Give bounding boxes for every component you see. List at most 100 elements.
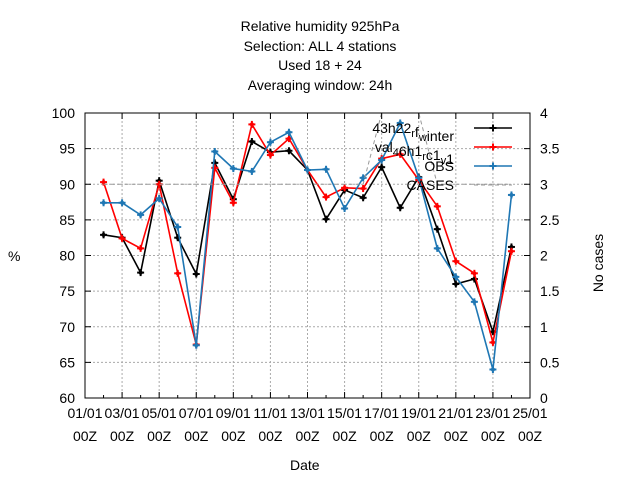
chart-title-line-2: Selection: ALL 4 stations — [243, 38, 397, 54]
marker-dot — [490, 367, 495, 372]
data-point-2 — [433, 244, 441, 252]
grid-lines — [85, 113, 530, 398]
data-point-2 — [118, 199, 126, 207]
data-point-2 — [285, 128, 293, 136]
legend-label-part: 1 — [446, 151, 454, 167]
marker-dot — [249, 139, 254, 144]
data-point-2 — [266, 138, 274, 146]
x-tick-label-date: 25/01 — [512, 405, 547, 421]
legend-entry-0: 43h22rfwinter — [372, 120, 512, 144]
marker-dot — [286, 130, 291, 135]
y-tick-label: 65 — [59, 354, 75, 370]
data-point-2 — [415, 174, 423, 182]
x-tick-label-hour: 00Z — [295, 428, 320, 444]
y-tick-label: 80 — [59, 248, 75, 264]
marker-dot — [286, 136, 291, 141]
data-point-0 — [322, 215, 330, 223]
legend-label-part: 6h1 — [399, 143, 423, 159]
x-tick-label-date: 03/01 — [105, 405, 140, 421]
axes: 60 65 70 75 80 85 90 95 100 0 0.5 1 1.5 2 2.5 3 3.5 4 01/0… — [52, 105, 560, 444]
y2-tick-label: 2 — [540, 248, 548, 264]
legend-label-sub: 4 — [393, 147, 399, 159]
data-point-2 — [489, 366, 497, 373]
marker-dot — [212, 149, 217, 154]
data-point-2 — [137, 211, 145, 219]
data-point-2 — [192, 341, 200, 349]
chart-title-line-4: Averaging window: 24h — [247, 77, 393, 93]
x-tick-label-date: 21/01 — [438, 405, 473, 421]
marker-dot — [324, 217, 329, 222]
x-tick-label-date: 09/01 — [216, 405, 251, 421]
marker-dot — [120, 236, 125, 241]
series-line-cases — [103, 112, 512, 185]
y-tick-label: 75 — [59, 283, 75, 299]
x-tick-label-date: 23/01 — [475, 405, 510, 421]
chart-title-line-1: Relative humidity 925hPa — [240, 18, 400, 34]
data-point-1 — [248, 120, 256, 128]
data-point-0 — [452, 280, 460, 288]
legend-label: val46h1rc1v1 — [375, 139, 454, 167]
y-axis-label: % — [8, 248, 21, 264]
marker-dot — [379, 158, 384, 163]
marker-dot — [509, 192, 514, 197]
x-tick-label-hour: 00Z — [73, 428, 98, 444]
y2-tick-label: 3 — [540, 176, 548, 192]
marker-dot — [379, 165, 384, 170]
marker-dot — [398, 152, 403, 157]
data-point-2 — [470, 298, 478, 306]
data-point-0 — [396, 204, 404, 212]
marker-dot — [342, 206, 347, 211]
marker-dot — [157, 196, 162, 201]
data-point-0 — [248, 138, 256, 145]
marker-dot — [361, 175, 366, 180]
legend-label-part: inter — [427, 128, 455, 144]
x-tick-label-date: 05/01 — [142, 405, 177, 421]
marker-dot — [101, 232, 106, 237]
y2-tick-label: 0 — [540, 390, 548, 406]
data-point-1 — [341, 184, 349, 192]
plot-border — [84, 112, 531, 399]
legend-label: OBS — [424, 158, 454, 174]
marker-dot — [249, 169, 254, 174]
marker-dot — [249, 122, 254, 127]
x-tick-label-hour: 00Z — [184, 428, 209, 444]
x-tick-label-hour: 00Z — [370, 428, 395, 444]
marker-dot — [101, 200, 106, 205]
x-tick-label-hour: 00Z — [147, 428, 172, 444]
y2-axis-label: No cases — [590, 205, 606, 292]
data-point-1 — [229, 199, 237, 207]
marker-dot — [286, 148, 291, 153]
data-point-0 — [100, 231, 108, 239]
marker-dot — [435, 227, 440, 232]
y-tick-label: 100 — [52, 105, 76, 121]
data-point-1 — [118, 234, 126, 242]
data-point-1 — [266, 151, 274, 159]
marker-dot — [416, 175, 421, 180]
marker-dot — [138, 212, 143, 217]
marker-dot — [268, 153, 273, 158]
marker-dot — [453, 274, 458, 279]
y2-tick-label: 4 — [540, 105, 548, 121]
data-point-2 — [174, 223, 182, 231]
marker-dot — [120, 200, 125, 205]
marker-dot — [324, 195, 329, 200]
data-point-2 — [229, 165, 237, 173]
x-tick-label-date: 19/01 — [401, 405, 436, 421]
x-tick-label-hour: 00Z — [518, 428, 543, 444]
legend-label-part: OBS — [424, 158, 454, 174]
legend-label-sub: v — [441, 155, 447, 167]
x-tick-label-hour: 00Z — [444, 428, 469, 444]
marker-dot — [472, 299, 477, 304]
data-point-1 — [359, 185, 367, 193]
marker-dot — [194, 272, 199, 277]
marker-dot — [398, 205, 403, 210]
data-point-2 — [248, 167, 256, 175]
marker-dot — [138, 246, 143, 251]
x-tick-label-hour: 00Z — [258, 428, 283, 444]
data-point-1 — [470, 269, 478, 277]
data-point-2 — [211, 147, 219, 155]
marker-dot — [268, 140, 273, 145]
marker-dot — [138, 270, 143, 275]
y-tick-label: 90 — [59, 176, 75, 192]
